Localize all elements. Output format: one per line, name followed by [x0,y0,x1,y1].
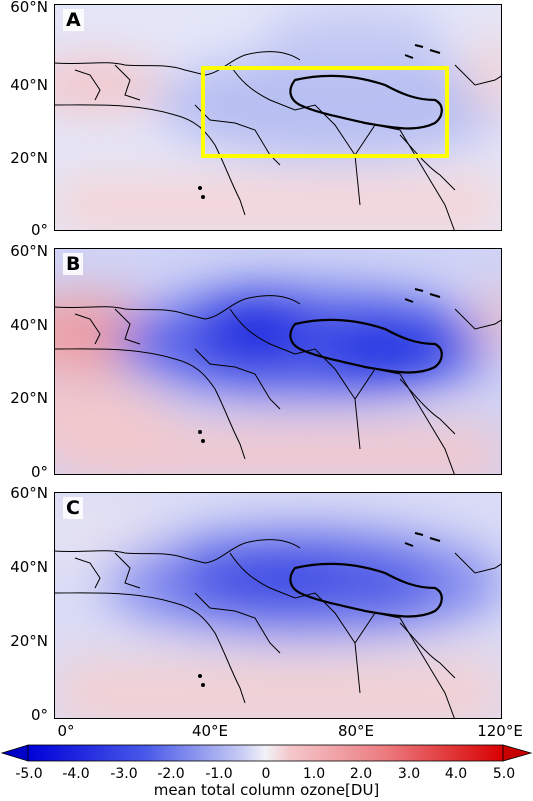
cb-tick-5: 0 [261,766,271,782]
lat-tick-b-20: 20°N [10,389,48,407]
colorbar [0,744,533,762]
lat-tick-a-60: 60°N [10,0,48,16]
lon-tick-80e: 80°E [337,722,375,740]
lat-tick-a-40: 40°N [10,76,48,94]
cb-tick-10: 5.0 [492,766,516,782]
cb-tick-9: 4.0 [444,766,468,782]
lat-tick-c-60: 60°N [10,484,48,502]
map-c-field [55,493,501,718]
lat-tick-a-20: 20°N [10,149,48,167]
cb-tick-2: -3.0 [110,766,138,782]
cb-tick-4: -1.0 [205,766,233,782]
colorbar-title: mean total column ozone[DU] [153,781,380,799]
lat-tick-c-20: 20°N [10,632,48,650]
cb-tick-1: -4.0 [62,766,90,782]
map-panel-a: A [54,4,502,231]
map-a-field [55,5,501,230]
map-b-field [55,249,501,474]
cb-tick-0: -5.0 [15,766,43,782]
cb-tick-7: 2.0 [349,766,373,782]
lon-tick-40e: 40°E [191,722,229,740]
map-panel-b: B [54,248,502,475]
cb-tick-3: -2.0 [157,766,185,782]
coastline-overlay-a [55,44,501,230]
lat-tick-b-0: 0° [30,463,48,481]
study-region-box [201,66,449,158]
cb-tick-6: 1.0 [302,766,326,782]
lat-tick-a-0: 0° [30,221,48,239]
lat-tick-b-40: 40°N [10,316,48,334]
coastline-overlay-c [55,532,501,718]
panel-label-c: C [63,497,83,519]
panel-label-b: B [63,253,84,275]
map-panel-c: C [54,492,502,719]
lon-tick-120e: 120°E [477,722,523,740]
lat-tick-c-40: 40°N [10,558,48,576]
coastline-overlay-b [55,288,501,474]
lon-tick-0: 0° [57,722,75,740]
lat-tick-b-60: 60°N [10,242,48,260]
panel-label-a: A [63,9,84,31]
cb-tick-8: 3.0 [397,766,421,782]
lat-tick-c-0: 0° [30,706,48,724]
